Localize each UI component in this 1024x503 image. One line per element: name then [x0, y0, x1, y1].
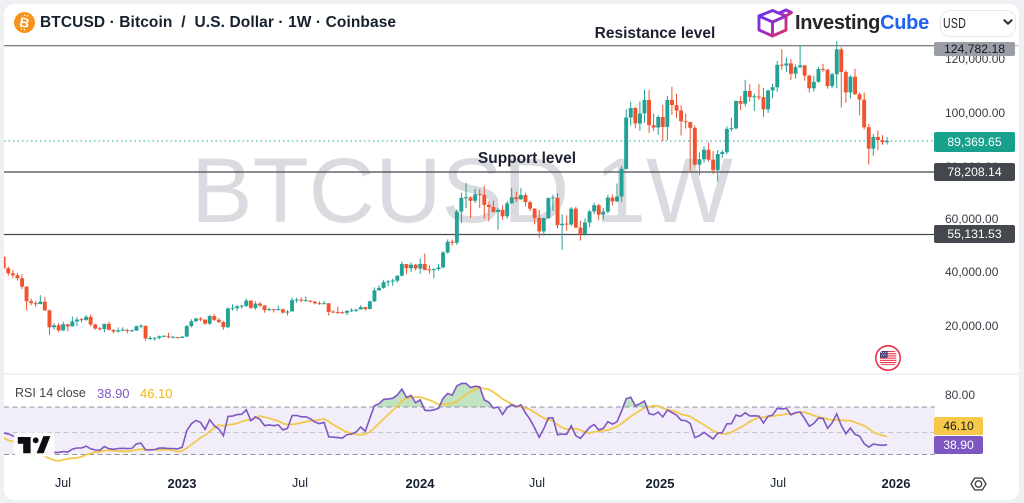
svg-text:B: B	[18, 14, 31, 31]
svg-text:BTCUSD 1W: BTCUSD 1W	[191, 140, 733, 242]
